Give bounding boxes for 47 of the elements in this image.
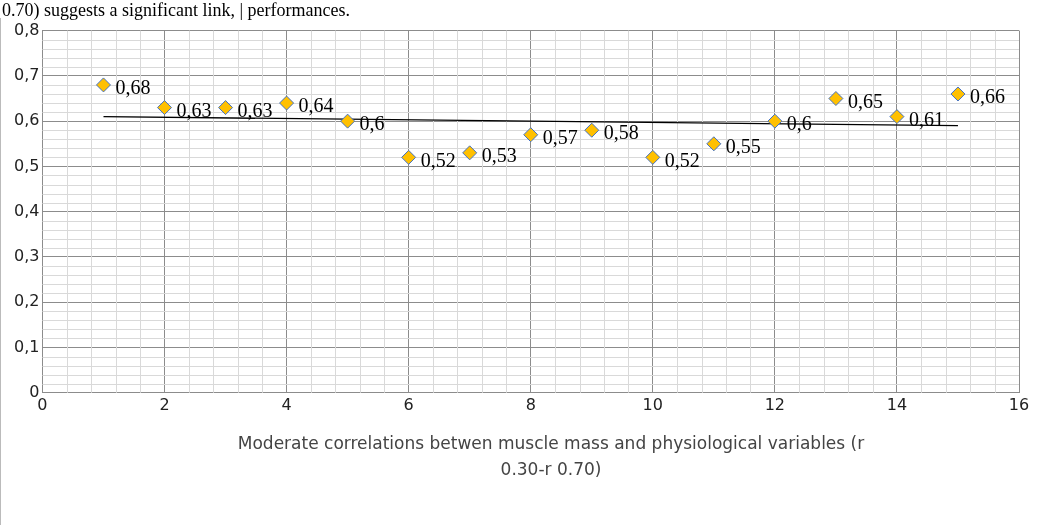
point xyxy=(157,100,173,116)
point xyxy=(340,113,356,129)
data-label: 0,68 xyxy=(115,76,151,99)
x-tick-label: 6 xyxy=(403,394,414,414)
data-label: 0,57 xyxy=(542,125,578,148)
x-axis-title: Moderate correlations betwen muscle mass and physiological variables (r 0.30-r 0.70) xyxy=(236,432,866,481)
x-tick-label: 2 xyxy=(159,394,170,414)
y-tick-label: 0,3 xyxy=(13,246,40,266)
y-tick-label: 0,7 xyxy=(13,65,40,85)
point xyxy=(218,100,234,116)
point xyxy=(401,149,417,165)
point xyxy=(889,109,905,125)
point xyxy=(828,91,844,107)
point xyxy=(462,145,478,161)
y-tick-label: 0,8 xyxy=(13,19,40,39)
y-tick-label: 0,1 xyxy=(13,336,40,356)
data-label: 0,61 xyxy=(908,107,944,130)
data-label: 0,52 xyxy=(420,148,456,171)
x-tick-label: 14 xyxy=(886,394,908,414)
point xyxy=(523,127,539,143)
point xyxy=(584,122,600,138)
point xyxy=(767,113,783,129)
data-label: 0,52 xyxy=(664,148,700,171)
y-tick-label: 0,4 xyxy=(13,200,40,220)
point xyxy=(95,77,111,93)
point xyxy=(950,86,966,102)
data-label: 0,66 xyxy=(969,85,1005,108)
x-tick-label: 10 xyxy=(642,394,663,414)
y-tick-label: 0,6 xyxy=(13,110,40,130)
y-tick-label: 0 xyxy=(29,381,40,401)
data-label: 0,64 xyxy=(298,94,334,117)
data-label: 0,63 xyxy=(176,98,212,121)
point xyxy=(279,95,295,111)
data-label: 0,53 xyxy=(481,144,517,167)
data-label: 0,63 xyxy=(237,98,273,121)
x-tick-label: 8 xyxy=(525,394,536,414)
data-label: 0,65 xyxy=(847,89,883,112)
data-label: 0,55 xyxy=(725,135,761,158)
text: 0.70) suggests a significant link, | performances. xyxy=(1,0,351,20)
data-label: 0,58 xyxy=(603,121,639,144)
y-tick-label: 0,2 xyxy=(13,291,40,311)
x-tick-label: 16 xyxy=(1008,394,1030,414)
y-tick-label: 0,5 xyxy=(13,155,40,175)
x-tick-label: 12 xyxy=(764,394,786,414)
x-tick-label: 4 xyxy=(281,394,292,414)
point xyxy=(645,149,661,165)
point xyxy=(706,136,722,152)
